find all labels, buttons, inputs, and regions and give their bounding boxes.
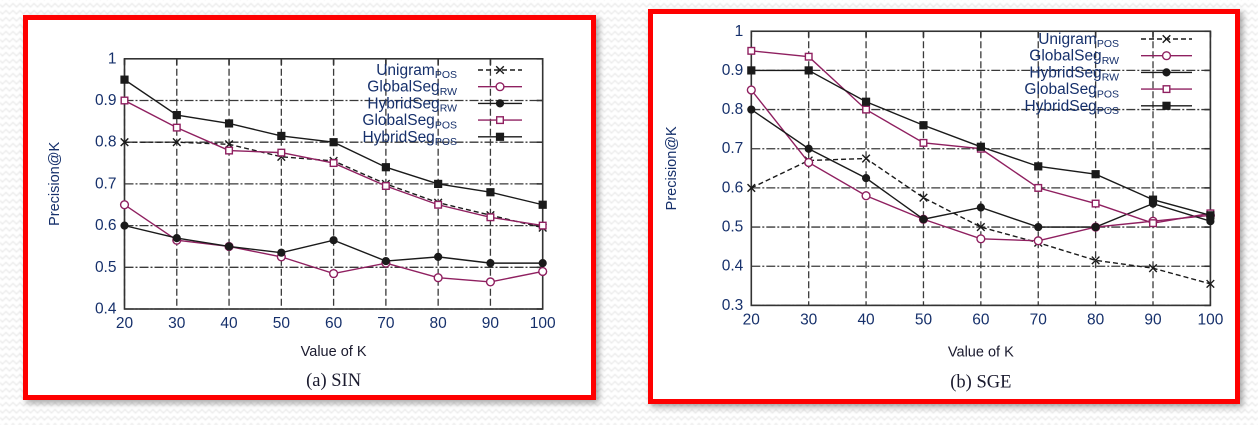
svg-text:20: 20: [116, 315, 134, 332]
svg-text:50: 50: [915, 311, 933, 328]
svg-text:60: 60: [972, 311, 990, 328]
svg-text:Precision@K: Precision@K: [664, 126, 680, 210]
svg-text:0.7: 0.7: [95, 175, 117, 192]
svg-text:90: 90: [1144, 311, 1162, 328]
svg-text:0.5: 0.5: [722, 219, 744, 236]
svg-text:100: 100: [1197, 311, 1223, 328]
svg-text:0.3: 0.3: [722, 297, 744, 314]
svg-text:1: 1: [108, 50, 117, 67]
svg-text:30: 30: [800, 311, 818, 328]
svg-text:0.9: 0.9: [722, 62, 744, 79]
svg-text:0.6: 0.6: [95, 217, 117, 234]
svg-text:0.6: 0.6: [722, 179, 744, 196]
svg-text:60: 60: [325, 315, 343, 332]
svg-text:Value of K: Value of K: [948, 344, 1014, 360]
svg-text:30: 30: [168, 315, 186, 332]
svg-text:Value of K: Value of K: [301, 344, 367, 360]
svg-text:0.8: 0.8: [95, 134, 117, 151]
svg-text:50: 50: [273, 315, 291, 332]
svg-text:Precision@K: Precision@K: [47, 142, 63, 226]
svg-text:80: 80: [1087, 311, 1105, 328]
svg-text:0.8: 0.8: [722, 101, 744, 118]
svg-text:40: 40: [857, 311, 875, 328]
svg-text:(b) SGE: (b) SGE: [950, 372, 1011, 392]
svg-text:90: 90: [482, 315, 500, 332]
svg-text:(a) SIN: (a) SIN: [306, 371, 361, 391]
svg-text:0.7: 0.7: [722, 140, 744, 157]
svg-text:20: 20: [743, 311, 761, 328]
svg-text:100: 100: [530, 315, 556, 332]
svg-text:0.9: 0.9: [95, 92, 117, 109]
svg-text:70: 70: [377, 315, 395, 332]
svg-text:40: 40: [220, 315, 238, 332]
svg-text:80: 80: [430, 315, 448, 332]
svg-text:0.4: 0.4: [95, 301, 117, 318]
svg-text:1: 1: [735, 23, 744, 40]
svg-text:0.5: 0.5: [95, 259, 117, 276]
svg-text:0.4: 0.4: [722, 258, 744, 275]
svg-text:70: 70: [1030, 311, 1048, 328]
